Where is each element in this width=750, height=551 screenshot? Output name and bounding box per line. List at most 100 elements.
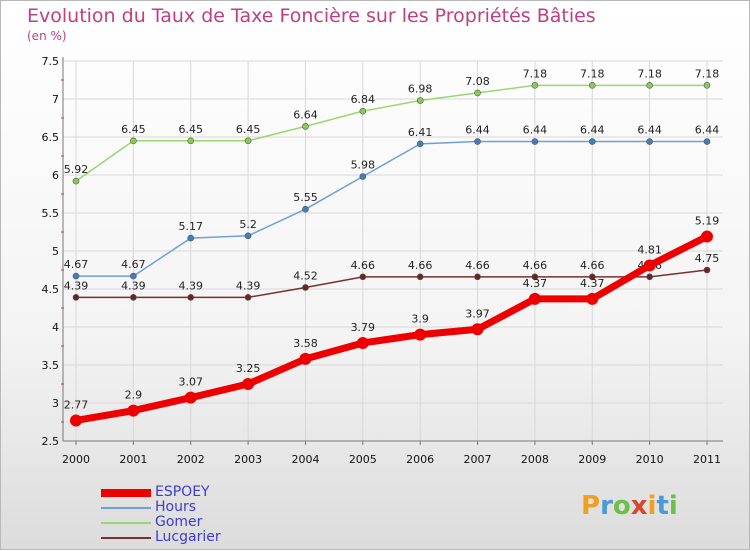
data-label-espoey: 3.9 xyxy=(411,313,429,326)
data-point-lucgarier xyxy=(416,273,424,281)
data-point-gomer xyxy=(130,137,137,145)
data-point-gomer xyxy=(72,177,80,185)
y-tick-label: 4.5 xyxy=(42,283,60,296)
data-point-hours xyxy=(244,232,252,240)
data-label-espoey: 4.37 xyxy=(523,277,548,290)
x-tick-label: 2003 xyxy=(234,453,262,466)
data-point-hours xyxy=(703,138,711,145)
data-label-gomer: 6.84 xyxy=(351,93,376,106)
series-line-hours xyxy=(76,140,707,277)
data-label-gomer: 7.18 xyxy=(695,67,720,80)
chart-title: Evolution du Taux de Taxe Foncière sur l… xyxy=(27,5,596,27)
y-tick-label: 5.5 xyxy=(42,207,60,220)
data-label-espoey: 4.37 xyxy=(580,277,605,290)
data-point-gomer xyxy=(359,107,367,115)
data-point-hours xyxy=(588,138,596,145)
data-point-lucgarier xyxy=(588,273,596,281)
legend-label-hours: Hours xyxy=(155,499,197,515)
data-point-gomer xyxy=(588,82,596,89)
legend-swatch-hours xyxy=(101,507,151,509)
data-point-espoey xyxy=(471,323,484,336)
legend-swatch-gomer xyxy=(101,522,151,524)
data-label-espoey: 4.81 xyxy=(637,243,662,256)
x-tick-label: 2004 xyxy=(291,453,319,466)
data-point-lucgarier xyxy=(187,294,195,301)
data-label-gomer: 7.18 xyxy=(637,67,662,80)
data-point-hours xyxy=(359,173,367,180)
data-point-lucgarier xyxy=(703,266,711,274)
data-label-lucgarier: 4.66 xyxy=(408,259,433,272)
data-point-hours xyxy=(72,272,80,280)
data-label-gomer: 7.18 xyxy=(580,67,605,80)
x-tick-label: 2000 xyxy=(62,453,90,466)
logo-letter: P xyxy=(581,491,601,521)
data-label-lucgarier: 4.66 xyxy=(523,259,548,272)
data-label-hours: 5.17 xyxy=(178,220,203,233)
series-line-espoey xyxy=(75,233,709,424)
x-tick-label: 2011 xyxy=(693,453,721,466)
data-point-lucgarier xyxy=(302,284,309,291)
data-label-lucgarier: 4.52 xyxy=(293,269,318,282)
legend-item-espoey: ESPOEY xyxy=(101,484,301,500)
data-point-espoey xyxy=(643,259,656,272)
data-label-gomer: 6.64 xyxy=(293,108,318,121)
logo-letter: r xyxy=(600,491,613,521)
data-point-espoey xyxy=(70,414,82,427)
data-label-hours: 5.2 xyxy=(239,218,257,231)
data-point-lucgarier xyxy=(359,273,367,281)
data-point-lucgarier xyxy=(72,294,80,301)
legend-item-gomer: Gomer xyxy=(101,514,301,530)
data-point-lucgarier xyxy=(474,273,481,281)
data-point-espoey xyxy=(299,352,312,365)
data-label-hours: 6.44 xyxy=(523,124,548,137)
data-point-espoey xyxy=(414,328,427,341)
data-point-espoey xyxy=(701,230,713,243)
data-point-espoey xyxy=(127,404,140,417)
data-point-lucgarier xyxy=(646,273,653,281)
logo-letter: i xyxy=(647,491,657,521)
y-tick-label: 3.5 xyxy=(42,359,60,372)
y-tick-label: 3 xyxy=(52,397,59,410)
y-tick-label: 4 xyxy=(52,321,59,334)
y-tick-label: 7.5 xyxy=(42,55,60,68)
y-tick-label: 6 xyxy=(52,169,59,182)
data-label-hours: 6.44 xyxy=(465,124,490,137)
data-label-gomer: 7.18 xyxy=(523,67,548,80)
x-tick-label: 2010 xyxy=(636,453,664,466)
data-point-hours xyxy=(187,234,195,242)
data-label-hours: 6.44 xyxy=(695,124,720,137)
legend-swatch-espoey xyxy=(101,489,151,497)
data-label-hours: 5.55 xyxy=(293,191,318,204)
legend-label-espoey: ESPOEY xyxy=(155,484,210,500)
series-line-gomer xyxy=(75,84,707,182)
data-point-hours xyxy=(474,138,481,145)
x-tick-label: 2005 xyxy=(349,453,377,466)
data-point-espoey xyxy=(242,378,255,390)
data-label-lucgarier: 4.39 xyxy=(64,279,89,292)
data-label-espoey: 3.58 xyxy=(293,337,318,350)
data-point-lucgarier xyxy=(244,294,252,301)
data-label-espoey: 3.79 xyxy=(351,321,376,334)
legend-label-lucgarier: Lucgarier xyxy=(155,529,221,545)
data-point-gomer xyxy=(531,82,539,89)
data-point-hours xyxy=(531,138,539,145)
data-label-lucgarier: 4.66 xyxy=(351,259,376,272)
logo-letter: i xyxy=(668,491,678,521)
data-point-hours xyxy=(416,140,424,148)
data-label-gomer: 6.45 xyxy=(178,123,203,136)
data-label-gomer: 6.45 xyxy=(236,123,261,136)
data-label-lucgarier: 4.39 xyxy=(178,279,203,292)
data-label-lucgarier: 4.66 xyxy=(580,259,605,272)
data-label-lucgarier: 4.75 xyxy=(695,252,720,265)
data-label-espoey: 2.9 xyxy=(125,389,143,402)
data-label-hours: 6.44 xyxy=(637,124,662,137)
data-label-lucgarier: 4.39 xyxy=(121,279,146,292)
x-tick-label: 2002 xyxy=(177,453,205,466)
data-label-espoey: 3.97 xyxy=(465,307,490,320)
logo-letter: o xyxy=(612,491,631,521)
data-label-gomer: 6.45 xyxy=(121,123,146,136)
legend-item-hours: Hours xyxy=(101,499,301,515)
legend-label-gomer: Gomer xyxy=(155,514,203,530)
data-point-espoey xyxy=(528,292,541,305)
